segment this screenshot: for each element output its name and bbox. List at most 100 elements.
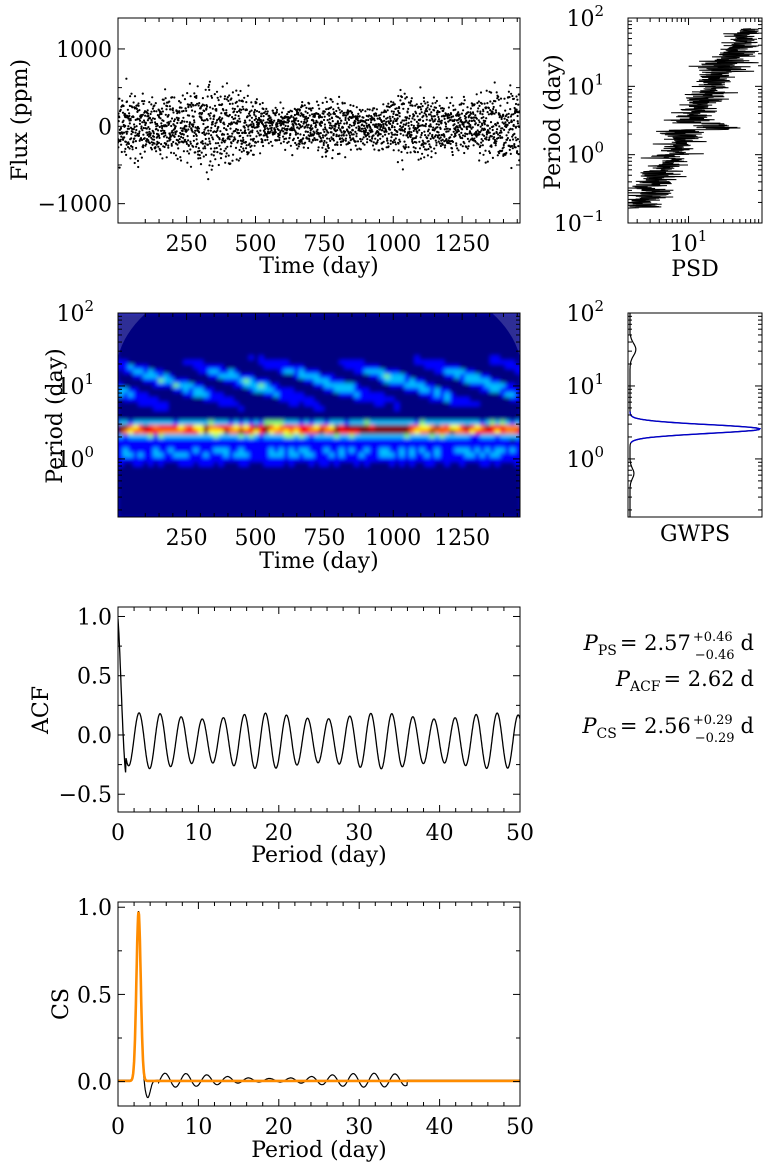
wavelet-cell <box>283 470 290 476</box>
lightcurve-point <box>497 98 500 101</box>
lightcurve-point <box>172 152 176 155</box>
lightcurve-point <box>233 136 236 139</box>
lightcurve-point <box>220 152 223 155</box>
lightcurve-point <box>215 90 219 93</box>
wavelet-cell <box>268 438 275 444</box>
wavelet-cell <box>339 447 345 453</box>
lightcurve-point <box>265 107 268 110</box>
wavelet-cell <box>153 447 159 453</box>
wavelet-cell <box>510 396 516 402</box>
wavelet-cell <box>293 452 300 458</box>
lightcurve-point <box>379 137 382 140</box>
wavelet-cell <box>288 410 295 416</box>
lightcurve-point <box>418 129 421 132</box>
wavelet-cell <box>389 484 395 490</box>
wavelet-cell <box>409 452 416 458</box>
wavelet-cell <box>434 433 441 439</box>
wavelet-cell <box>404 410 410 416</box>
wavelet-cell <box>298 428 305 435</box>
wavelet-cell <box>188 447 194 453</box>
wavelet-cell <box>489 447 496 453</box>
wavelet-cell <box>364 391 370 397</box>
wavelet-cell <box>233 461 240 467</box>
lightcurve-point <box>295 123 298 126</box>
lightcurve-point <box>386 142 389 145</box>
wavelet-cell <box>188 401 194 407</box>
lightcurve-point <box>465 145 468 149</box>
wavelet-cell <box>218 489 225 495</box>
wavelet-cell <box>334 415 340 421</box>
lightcurve-point <box>459 116 462 119</box>
lightcurve-point <box>466 106 469 109</box>
wavelet-cell <box>409 442 416 448</box>
wavelet-cell <box>118 503 124 509</box>
lightcurve-point <box>207 129 210 132</box>
lightcurve-point <box>412 124 415 127</box>
lightcurve-point <box>252 124 255 127</box>
wavelet-cell <box>193 415 199 421</box>
lightcurve-point <box>254 115 257 118</box>
wavelet-cell <box>118 419 124 425</box>
lightcurve-point <box>342 138 345 142</box>
wavelet-cell <box>354 498 360 504</box>
wavelet-cell <box>268 493 275 499</box>
wavelet-cell <box>384 438 390 444</box>
wavelet-cell <box>394 428 400 435</box>
lightcurve-point <box>126 130 129 133</box>
wavelet-cell <box>319 507 325 513</box>
lightcurve-point <box>393 103 396 106</box>
lightcurve-point <box>319 137 322 140</box>
lightcurve-point <box>422 145 425 148</box>
wavelet-cell <box>153 475 159 481</box>
wavelet-cell <box>278 410 285 416</box>
lightcurve-point <box>386 139 389 142</box>
wavelet-cell <box>515 401 520 407</box>
lightcurve-point <box>253 144 256 147</box>
wavelet-cell <box>510 405 516 411</box>
lightcurve-point <box>356 148 359 151</box>
wavelet-cell <box>339 503 345 509</box>
wavelet-cell <box>499 456 506 462</box>
lightcurve-point <box>419 106 422 109</box>
lightcurve-point <box>247 151 250 154</box>
lightcurve-point <box>125 153 128 156</box>
wavelet-cell <box>314 484 320 490</box>
wavelet-cell <box>374 479 380 486</box>
lightcurve-point <box>322 136 325 139</box>
wavelet-cell <box>454 428 461 435</box>
lightcurve-point <box>154 146 157 149</box>
wavelet-cell <box>464 479 471 486</box>
wavelet-cell <box>168 410 174 416</box>
wavelet-cell <box>183 484 189 490</box>
wavelet-cell <box>344 456 350 462</box>
wavelet-cell <box>329 410 335 416</box>
lightcurve-point <box>510 166 513 170</box>
lightcurve-point <box>476 101 479 105</box>
lightcurve-point <box>193 110 197 113</box>
wavelet-cell <box>369 428 375 435</box>
lightcurve-point <box>362 136 365 139</box>
lightcurve-point <box>192 134 195 138</box>
lightcurve-point <box>235 122 239 125</box>
wavelet-cell <box>273 401 280 407</box>
lightcurve-point <box>275 111 278 114</box>
lightcurve-point <box>424 110 427 113</box>
wavelet-cell <box>324 484 330 490</box>
lightcurve-point <box>452 109 455 112</box>
wavelet-cell <box>389 461 395 467</box>
wavelet-cell <box>384 428 390 435</box>
lightcurve-point <box>251 120 254 123</box>
lightcurve-point <box>444 122 448 126</box>
lightcurve-point <box>159 117 162 120</box>
wavelet-cell <box>339 493 345 499</box>
wavelet-cell <box>273 475 280 481</box>
lightcurve-point <box>262 115 265 118</box>
lightcurve-point <box>308 114 311 117</box>
lightcurve-point <box>480 141 483 144</box>
lightcurve-point <box>224 161 227 164</box>
wavelet-cell <box>208 396 214 402</box>
wavelet-cell <box>143 442 149 448</box>
lightcurve-point <box>322 141 325 145</box>
wavelet-cell <box>158 428 164 435</box>
lightcurve-point <box>232 153 235 156</box>
